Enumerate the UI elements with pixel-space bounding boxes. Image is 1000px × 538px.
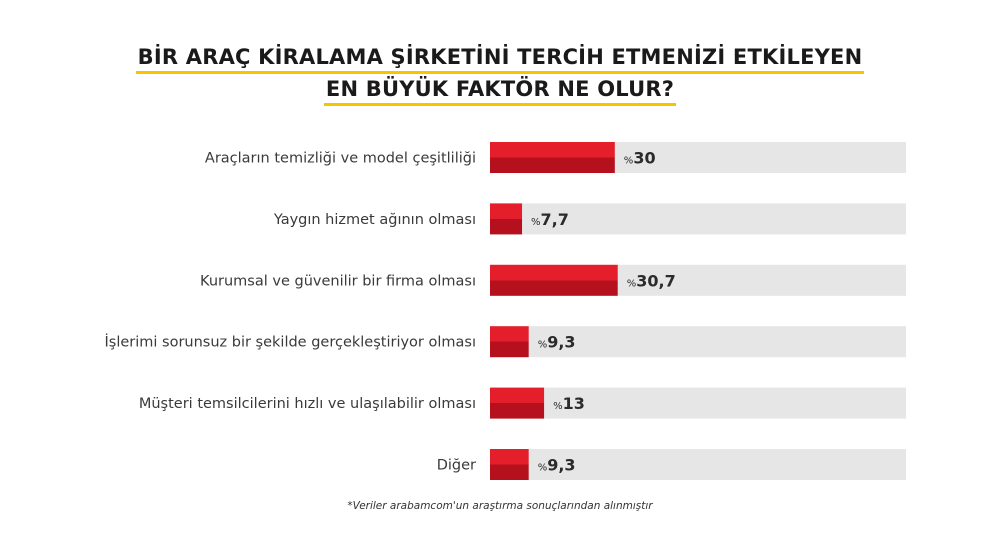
bar-row: Kurumsal ve güvenilir bir firma olması %3… [200, 264, 906, 296]
category-label: İşlerimi sorunsuz bir şekilde gerçekleşt… [104, 333, 476, 351]
chart-title-line-1: BİR ARAÇ KİRALAMA ŞİRKETİNİ TERCİH ETMEN… [0, 44, 1000, 74]
value-label: %9,3 [538, 456, 576, 475]
bar [490, 449, 529, 480]
category-label: Diğer [437, 458, 476, 474]
chart-title-line-2-text: EN BÜYÜK FAKTÖR NE OLUR? [323, 76, 677, 106]
value-label: %13 [553, 394, 585, 413]
bar-row: İşlerimi sorunsuz bir şekilde gerçekleşt… [104, 326, 906, 358]
bar-track [490, 387, 906, 419]
chart-title-line-1-text: BİR ARAÇ KİRALAMA ŞİRKETİNİ TERCİH ETMEN… [135, 44, 865, 74]
bar-row: Araçların temizliği ve model çeşitliliği… [205, 142, 906, 173]
bar-track [490, 326, 906, 358]
value-label: %30,7 [627, 271, 676, 290]
bar-row: Diğer %9,3 [437, 449, 906, 480]
category-label: Müşteri temsilcilerini hızlı ve ulaşılab… [139, 396, 476, 412]
value-label: %7,7 [531, 210, 569, 229]
value-label: %9,3 [538, 333, 576, 352]
footnote: *Veriler arabamcom'un araştırma sonuçlar… [347, 500, 653, 512]
bar-row: Yaygın hizmet ağının olması %7,7 [273, 203, 906, 235]
bar-track [490, 203, 906, 235]
category-label: Araçların temizliği ve model çeşitliliği [205, 151, 476, 167]
bar-track [490, 449, 906, 480]
bar [490, 203, 523, 235]
chart-title-line-2: EN BÜYÜK FAKTÖR NE OLUR? [0, 76, 1000, 106]
category-label: Kurumsal ve güvenilir bir firma olması [200, 273, 476, 289]
bar [490, 387, 545, 419]
bar [490, 142, 615, 173]
category-label: Yaygın hizmet ağının olması [273, 212, 476, 228]
bar [490, 326, 529, 358]
bar [490, 264, 618, 296]
value-label: %30 [624, 149, 656, 168]
bar-row: Müşteri temsilcilerini hızlı ve ulaşılab… [139, 387, 906, 419]
